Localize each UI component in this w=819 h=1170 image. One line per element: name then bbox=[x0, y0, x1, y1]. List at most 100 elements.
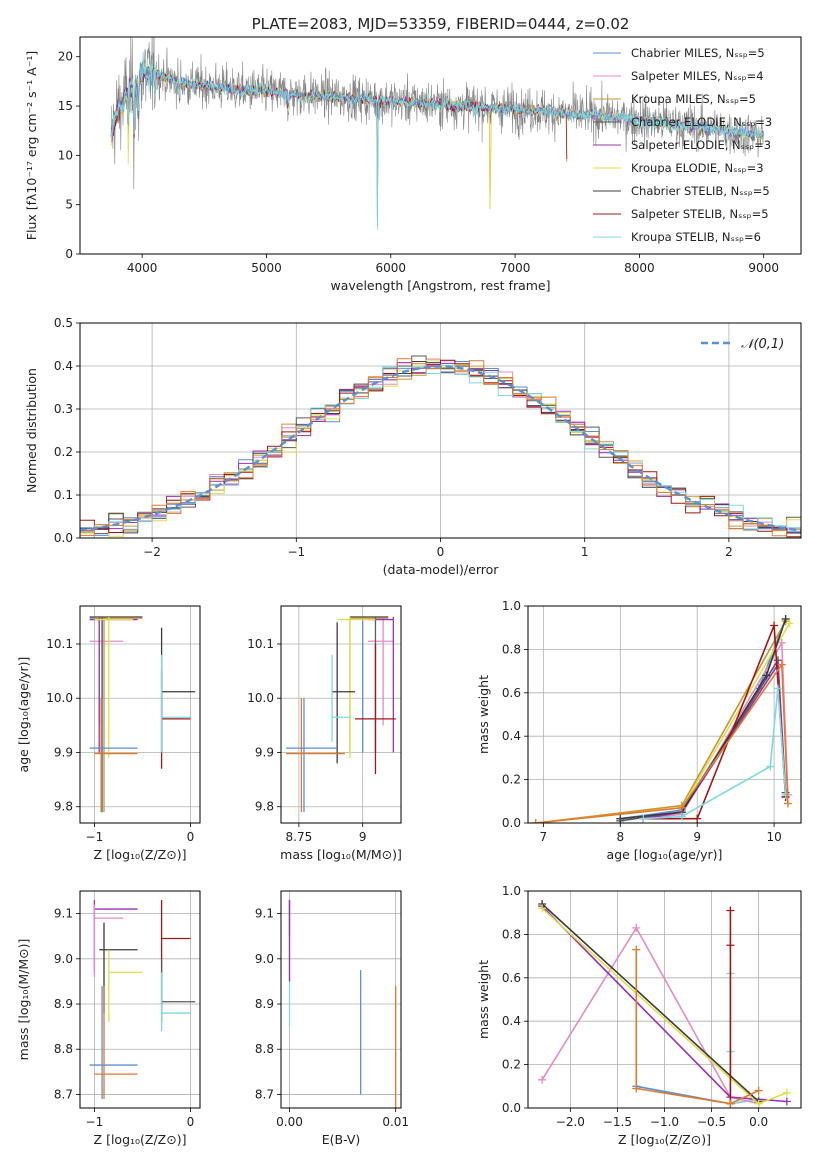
x-tick-label: −1 bbox=[86, 1115, 104, 1129]
mass-weight-vs-metallicity-panel: −2.0 −1.5 −1.0 −0.5 0.0 0.0 0.2 0.4 0.6 0.8 1.0 Z [… bbox=[476, 884, 802, 1147]
x-tick-label: −1.5 bbox=[603, 1115, 632, 1129]
x-axis-label: age [log₁₀(age/yr)] bbox=[607, 847, 723, 862]
errorbars bbox=[286, 616, 396, 813]
mass-vs-ebv-panel: 0.00 0.01 8.7 8.8 8.9 9.0 9.1 E(B-V) bbox=[255, 890, 409, 1147]
errorbars bbox=[89, 900, 196, 1099]
y-tick-label: 8.8 bbox=[54, 1042, 73, 1056]
weight-point-marker bbox=[632, 923, 641, 932]
y-tick-label: 0.4 bbox=[502, 1014, 521, 1028]
weight-point-marker bbox=[762, 671, 771, 680]
x-tick-label: 7000 bbox=[500, 261, 531, 275]
legend-entry: Chabrier MILES, Nₛₛₚ=5 bbox=[631, 46, 765, 60]
x-tick-label: 10 bbox=[766, 830, 781, 844]
residual-histogram bbox=[80, 358, 801, 538]
x-axis-label: E(B-V) bbox=[322, 1132, 361, 1147]
x-axis-label: Z [log₁₀(Z/Z⊙)] bbox=[94, 1132, 187, 1147]
axes-frame bbox=[527, 890, 802, 1109]
y-tick-label: 1.0 bbox=[502, 884, 521, 898]
legend-entry: Salpeter STELIB, Nₛₛₚ=5 bbox=[631, 207, 769, 221]
weight-series-line bbox=[729, 973, 759, 1105]
y-tick-label: 0.0 bbox=[502, 1101, 521, 1115]
y-tick-label: 0.8 bbox=[502, 642, 521, 656]
weight-lines bbox=[531, 615, 794, 823]
x-tick-label: 2 bbox=[725, 545, 733, 559]
y-tick-label: 8.8 bbox=[255, 1042, 274, 1056]
y-tick-label: 0.8 bbox=[502, 927, 521, 941]
axes-frame bbox=[79, 322, 802, 539]
y-tick-label: 10 bbox=[58, 148, 73, 162]
y-tick-label: 0.4 bbox=[54, 359, 73, 373]
weight-series-line bbox=[643, 640, 789, 820]
x-axis-label: Z [log₁₀(Z/Z⊙)] bbox=[618, 1132, 711, 1147]
legend-entry: Kroupa STELIB, Nₛₛₚ=6 bbox=[631, 230, 761, 244]
weight-series-line bbox=[541, 903, 760, 1103]
mass-vs-metallicity-panel: −1 0 8.7 8.8 8.9 9.0 9.1 Z [log₁₀(Z/Z⊙)] mass [l… bbox=[16, 890, 201, 1147]
y-tick-label: 9.0 bbox=[255, 952, 274, 966]
weight-series-line bbox=[643, 688, 787, 820]
legend-entry: Salpeter MILES, Nₛₛₚ=4 bbox=[631, 69, 764, 83]
x-tick-label: 8 bbox=[616, 830, 624, 844]
x-tick-label: 0.0 bbox=[749, 1115, 768, 1129]
weight-point-marker bbox=[782, 1088, 791, 1097]
axes-frame bbox=[280, 890, 402, 1109]
y-tick-label: 5 bbox=[65, 198, 73, 212]
y-tick-label: 0.6 bbox=[502, 971, 521, 985]
weight-series-line bbox=[541, 926, 759, 1105]
y-tick-label: 0.4 bbox=[502, 729, 521, 743]
weight-series-line bbox=[535, 620, 787, 823]
weight-lines bbox=[538, 900, 791, 1108]
x-tick-label: 0 bbox=[437, 545, 445, 559]
x-tick-label: −1.0 bbox=[650, 1115, 679, 1129]
spectrum-lines bbox=[110, 37, 765, 230]
spectrum-panel: 4000 5000 6000 7000 8000 9000 0 5 10 15 20 waveleng… bbox=[24, 15, 802, 293]
weight-point-marker bbox=[777, 660, 786, 669]
x-tick-label: 5000 bbox=[251, 261, 282, 275]
weight-series-line bbox=[535, 662, 789, 823]
weight-point-marker bbox=[616, 814, 625, 823]
axes-frame bbox=[79, 36, 802, 255]
weight-point-marker bbox=[726, 941, 735, 950]
age-vs-metallicity-panel: −1 0 9.8 9.9 10.0 10.1 Z [log₁₀(Z/Z⊙)] age [log… bbox=[16, 605, 201, 862]
weight-series-line bbox=[535, 622, 791, 823]
x-tick-label: −2 bbox=[143, 545, 161, 559]
weight-point-marker bbox=[777, 638, 786, 647]
weight-point-marker bbox=[781, 615, 790, 624]
x-tick-label: 9000 bbox=[748, 261, 779, 275]
x-axis-label: wavelength [Angstrom, rest frame] bbox=[330, 278, 550, 293]
weight-point-marker bbox=[726, 1099, 735, 1108]
x-tick-label: 1 bbox=[581, 545, 589, 559]
weight-point-marker bbox=[783, 799, 792, 808]
y-tick-label: 8.7 bbox=[54, 1087, 73, 1101]
legend-entry: Salpeter ELODIE, Nₛₛₚ=3 bbox=[631, 138, 771, 152]
x-axis-label: (data-model)/error bbox=[383, 562, 500, 577]
weight-point-marker bbox=[531, 819, 540, 823]
x-tick-label: 0.00 bbox=[276, 1115, 303, 1129]
y-tick-label: 20 bbox=[58, 50, 73, 64]
histograms bbox=[80, 355, 801, 538]
weight-series-line bbox=[620, 618, 787, 820]
axes-frame bbox=[280, 605, 402, 824]
weight-point-marker bbox=[538, 904, 547, 913]
x-tick-label: −2.0 bbox=[556, 1115, 585, 1129]
y-tick-label: 10.1 bbox=[46, 637, 73, 651]
legend-entry: Chabrier STELIB, Nₛₛₚ=5 bbox=[631, 184, 770, 198]
weight-point-marker bbox=[538, 1075, 547, 1084]
y-tick-label: 0.1 bbox=[54, 488, 73, 502]
y-tick-label: 0.3 bbox=[54, 402, 73, 416]
chart-title: PLATE=2083, MJD=53359, FIBERID=0444, z=0… bbox=[252, 15, 630, 33]
weight-point-marker bbox=[785, 619, 794, 628]
weight-point-marker bbox=[677, 812, 686, 821]
axes-frame bbox=[79, 890, 201, 1109]
y-axis-label: Flux [fλ10⁻¹⁷ erg cm⁻² s⁻¹ A⁻¹] bbox=[24, 51, 39, 240]
weight-point-marker bbox=[770, 621, 779, 630]
y-tick-label: 8.9 bbox=[255, 997, 274, 1011]
weight-point-marker bbox=[632, 945, 641, 954]
x-tick-label: 9 bbox=[693, 830, 701, 844]
weight-point-marker bbox=[754, 1099, 763, 1108]
weight-point-marker bbox=[632, 1084, 641, 1093]
y-tick-label: 0.0 bbox=[54, 531, 73, 545]
legend-entry: Chabrier ELODIE, Nₛₛₚ=3 bbox=[631, 115, 772, 129]
weight-point-marker bbox=[639, 814, 648, 823]
y-axis-label: mass weight bbox=[476, 960, 491, 1039]
weight-point-marker bbox=[782, 1097, 791, 1106]
